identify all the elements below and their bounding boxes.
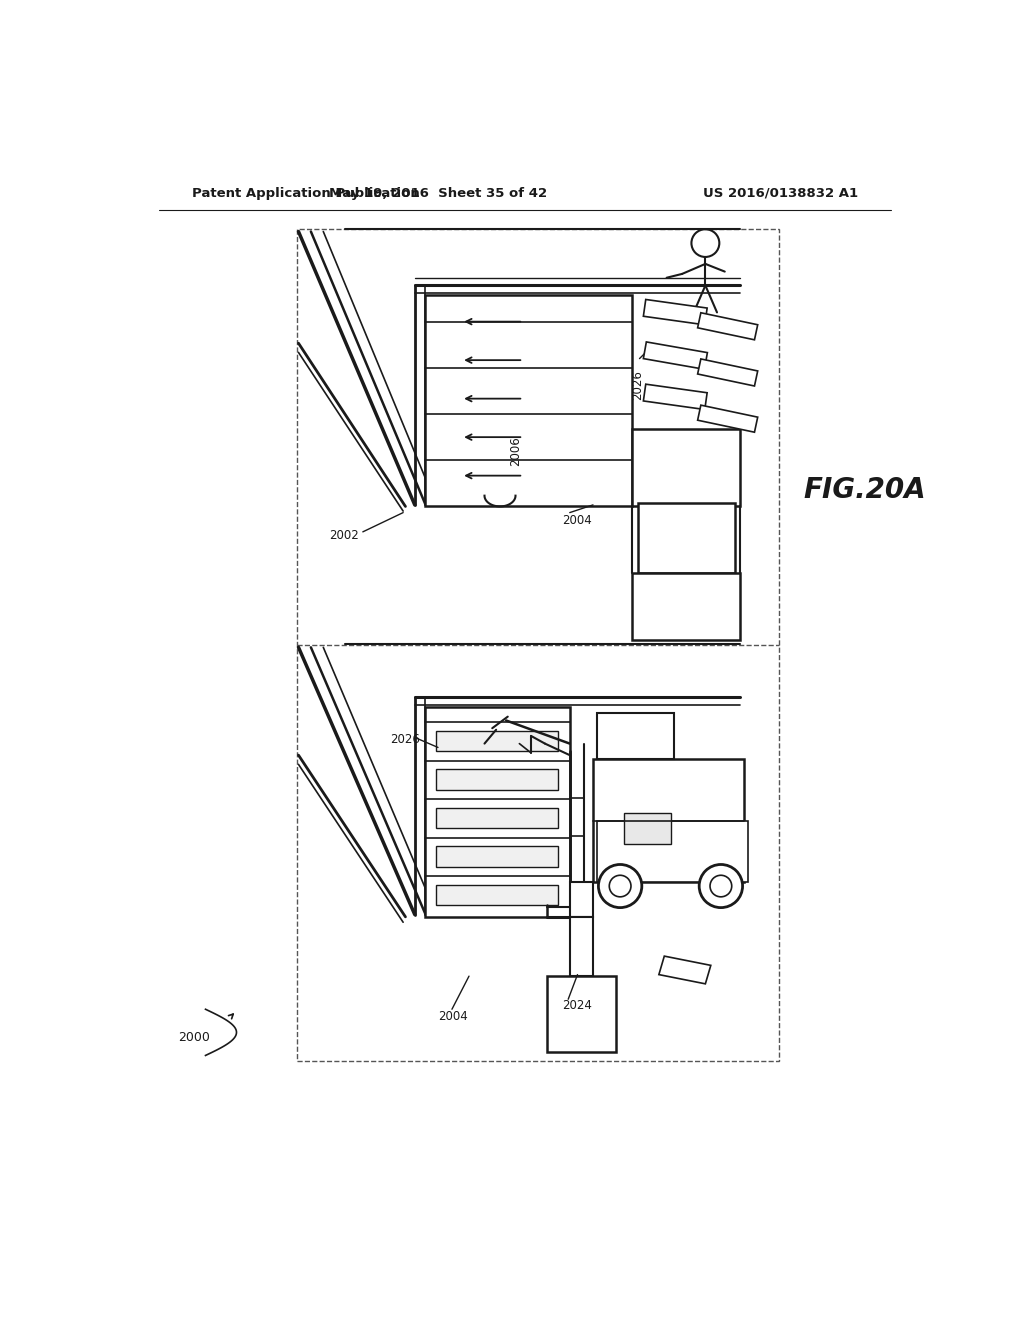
Bar <box>638 503 735 573</box>
Bar <box>593 759 744 882</box>
Polygon shape <box>436 808 558 829</box>
Bar <box>597 821 748 882</box>
Circle shape <box>598 865 642 908</box>
Polygon shape <box>436 730 558 751</box>
Text: 2026: 2026 <box>631 371 644 400</box>
Text: 2004: 2004 <box>438 1010 468 1023</box>
Text: US 2016/0138832 A1: US 2016/0138832 A1 <box>702 186 858 199</box>
Text: 2004: 2004 <box>562 513 592 527</box>
Bar <box>569 917 593 977</box>
Bar <box>697 359 758 385</box>
Text: Patent Application Publication: Patent Application Publication <box>191 186 419 199</box>
Text: 2006: 2006 <box>509 436 522 466</box>
Text: FIG.20A: FIG.20A <box>804 475 927 503</box>
Bar <box>569 882 593 917</box>
Bar <box>425 706 569 917</box>
Bar <box>597 713 675 759</box>
Bar <box>697 313 758 339</box>
Text: 2000: 2000 <box>178 1031 210 1044</box>
Polygon shape <box>436 846 558 867</box>
Bar <box>643 300 708 325</box>
Bar <box>643 342 708 370</box>
Text: 2002: 2002 <box>330 529 359 543</box>
Bar <box>624 813 671 843</box>
Bar <box>547 977 616 1052</box>
Bar <box>697 405 758 432</box>
Bar <box>632 573 740 640</box>
Bar <box>425 294 632 507</box>
Polygon shape <box>436 770 558 789</box>
Bar <box>297 230 779 1061</box>
Text: 2026: 2026 <box>390 733 420 746</box>
Polygon shape <box>436 884 558 906</box>
Text: 2024: 2024 <box>562 999 592 1012</box>
Circle shape <box>699 865 742 908</box>
Bar <box>632 429 740 507</box>
Text: May 19, 2016  Sheet 35 of 42: May 19, 2016 Sheet 35 of 42 <box>329 186 547 199</box>
Polygon shape <box>658 956 711 983</box>
Bar <box>643 384 708 409</box>
